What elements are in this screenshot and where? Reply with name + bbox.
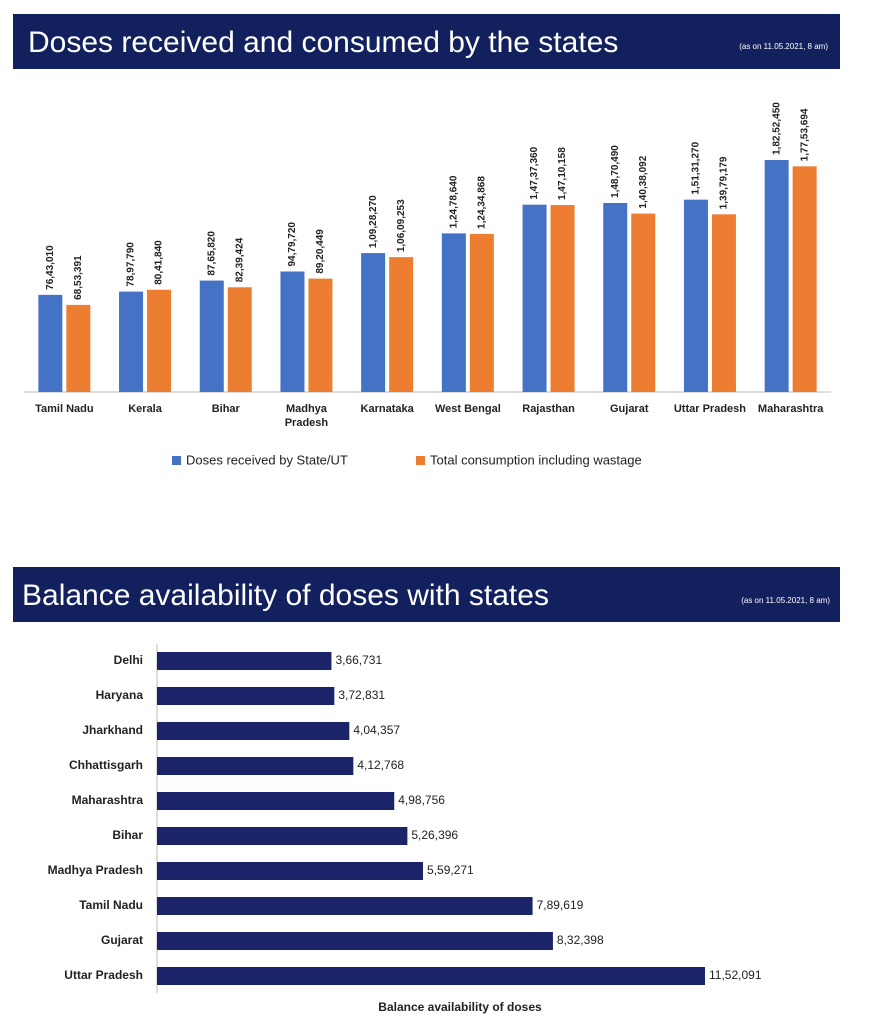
bar — [711, 214, 736, 392]
value-label: 8,32,398 — [557, 933, 604, 947]
value-label: 3,66,731 — [335, 653, 382, 667]
x-tick-label: Bihar — [211, 403, 240, 415]
value-label: 80,41,840 — [154, 240, 165, 285]
value-label: 1,24,78,640 — [448, 175, 459, 228]
value-label: 1,39,79,179 — [719, 156, 730, 209]
chart-title: Balance availability of doses with state… — [22, 579, 549, 612]
value-label: 1,40,38,092 — [638, 155, 649, 208]
bar — [157, 652, 332, 670]
y-tick-label: Chhattisgarh — [69, 758, 143, 772]
header-band — [13, 14, 840, 69]
value-label: 76,43,010 — [45, 245, 56, 290]
chart-subtitle: (as on 11.05.2021, 8 am) — [741, 596, 830, 605]
x-tick-label: Madhya Pradesh — [284, 403, 329, 429]
value-label: 87,65,820 — [206, 231, 217, 276]
bar — [157, 967, 705, 985]
bar — [157, 897, 533, 915]
value-label: 5,26,396 — [411, 828, 458, 842]
y-tick-label: Gujarat — [101, 933, 143, 947]
value-label: 68,53,391 — [73, 255, 84, 300]
bar — [280, 271, 305, 392]
bar — [603, 202, 628, 392]
header-band — [13, 567, 840, 622]
bar — [792, 166, 817, 392]
bar — [683, 199, 708, 392]
bar — [157, 722, 350, 740]
x-tick-label: Gujarat — [609, 403, 649, 415]
value-label: 1,82,52,450 — [771, 102, 782, 155]
bar — [227, 287, 252, 392]
bar — [157, 792, 395, 810]
bar — [308, 278, 333, 392]
bar — [157, 827, 408, 845]
value-label: 1,48,70,490 — [610, 145, 621, 198]
bar — [119, 291, 144, 392]
x-tick-label: Kerala — [128, 403, 162, 415]
bar — [469, 233, 494, 392]
value-label: 7,89,619 — [537, 898, 584, 912]
x-tick-label: Maharashtra — [757, 403, 824, 415]
x-tick-label: Karnataka — [360, 403, 414, 415]
value-label: 1,09,28,270 — [368, 195, 379, 248]
y-tick-label: Madhya Pradesh — [48, 863, 143, 877]
y-tick-label: Maharashtra — [72, 793, 144, 807]
bar — [157, 757, 354, 775]
y-tick-label: Delhi — [114, 653, 143, 667]
bar — [389, 257, 414, 392]
bar — [157, 932, 553, 950]
x-tick-label: Uttar Pradesh — [673, 403, 746, 415]
value-label: 3,72,831 — [338, 688, 385, 702]
y-tick-label: Tamil Nadu — [79, 898, 143, 912]
y-tick-label: Uttar Pradesh — [64, 968, 143, 982]
value-label: 11,52,091 — [709, 968, 762, 982]
x-tick-label: Tamil Nadu — [35, 403, 94, 415]
value-label: 1,77,53,694 — [799, 108, 810, 161]
value-label: 1,06,09,253 — [396, 199, 407, 252]
value-label: 89,20,449 — [315, 229, 326, 274]
legend-label: Total consumption including wastage — [430, 452, 642, 467]
y-tick-label: Bihar — [112, 828, 143, 842]
bar — [38, 294, 63, 392]
value-label: 94,79,720 — [287, 222, 298, 267]
x-axis-label: Balance availability of doses — [378, 1000, 542, 1014]
legend-swatch — [416, 456, 425, 465]
bar — [550, 205, 575, 392]
bar — [522, 204, 547, 392]
bar — [199, 280, 224, 392]
legend-label: Doses received by State/UT — [186, 452, 348, 467]
value-label: 4,12,768 — [357, 758, 404, 772]
y-tick-label: Jharkhand — [82, 723, 143, 737]
value-label: 1,47,10,158 — [557, 147, 568, 200]
x-tick-label: Rajasthan — [522, 403, 575, 415]
bar — [631, 213, 656, 392]
value-label: 82,39,424 — [234, 237, 245, 282]
bar — [361, 253, 386, 392]
value-label: 1,47,37,360 — [529, 146, 540, 199]
bar — [147, 289, 172, 392]
value-label: 1,51,31,270 — [691, 141, 702, 194]
value-label: 5,59,271 — [427, 863, 474, 877]
bar — [66, 304, 91, 392]
chart-title: Doses received and consumed by the state… — [28, 26, 618, 59]
value-label: 4,04,357 — [353, 723, 400, 737]
value-label: 78,97,790 — [126, 242, 137, 287]
bar — [441, 233, 466, 392]
legend-swatch — [172, 456, 181, 465]
bar — [764, 160, 789, 392]
value-label: 1,24,34,868 — [476, 176, 487, 229]
value-label: 4,98,756 — [398, 793, 445, 807]
bar — [157, 862, 424, 880]
y-tick-label: Haryana — [96, 688, 144, 702]
bar — [157, 687, 335, 705]
chart-subtitle: (as on 11.05.2021, 8 am) — [739, 42, 828, 51]
x-tick-label: West Bengal — [434, 403, 501, 415]
